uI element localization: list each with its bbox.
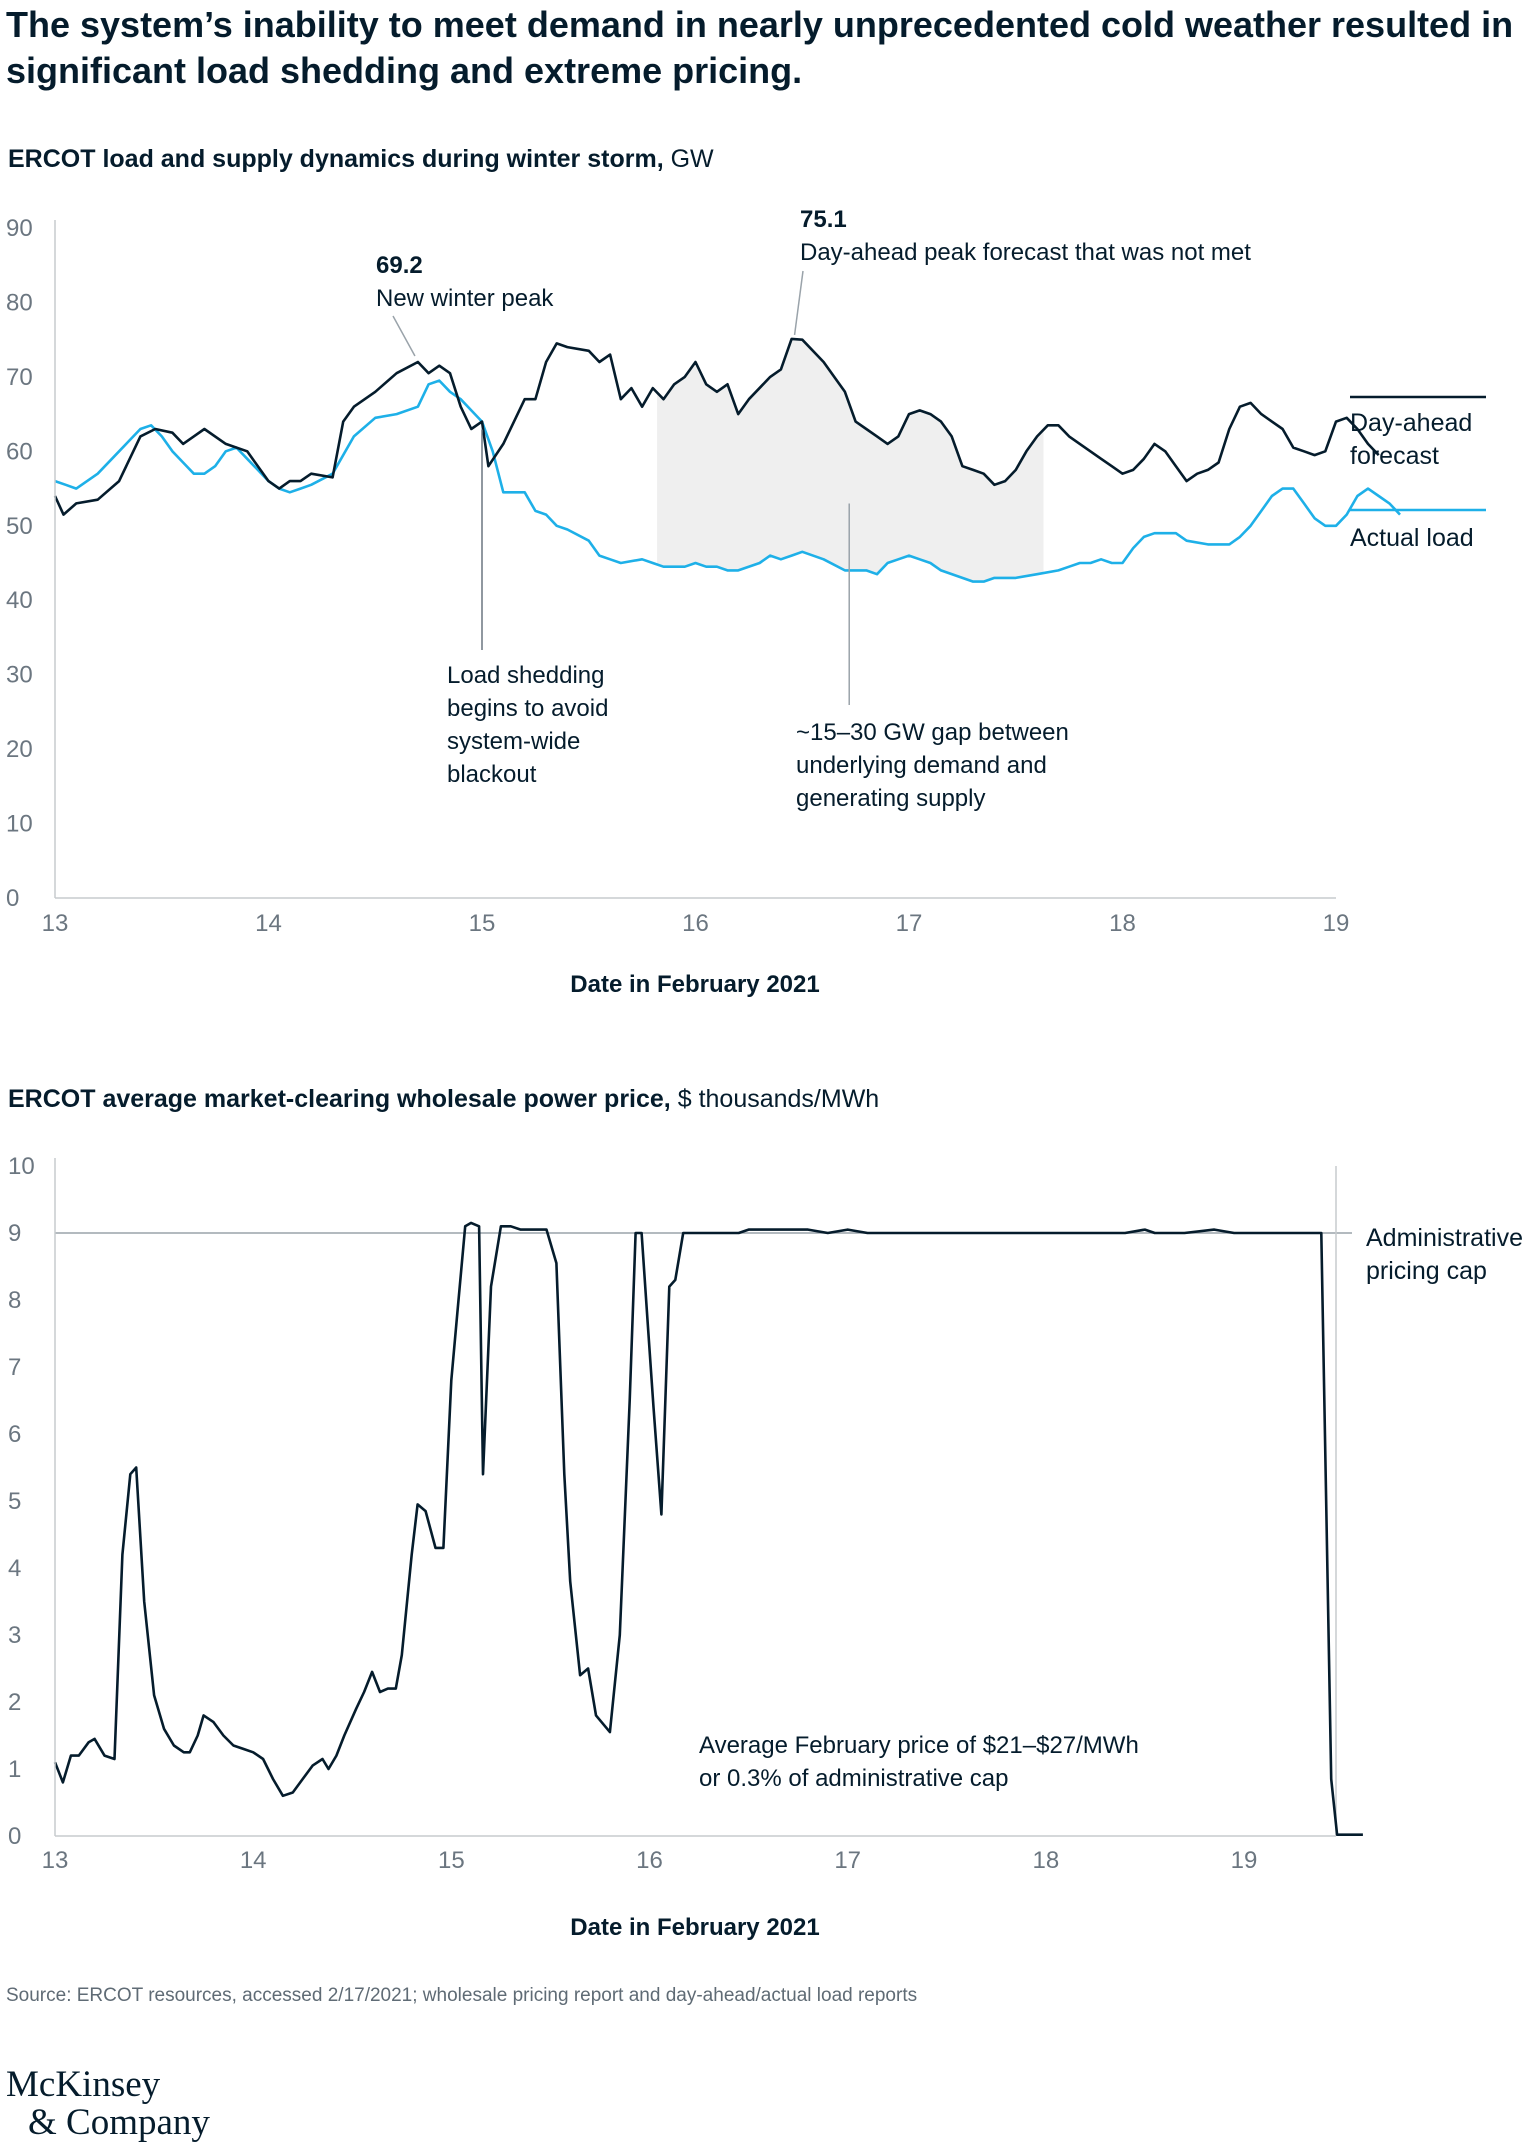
gap-region — [657, 338, 1044, 582]
chart-1-unit: GW — [670, 145, 714, 173]
chart-2-title: ERCOT average market-clearing wholesale … — [8, 1085, 879, 1114]
gap-label: ~15–30 GW gap between underlying demand … — [796, 719, 1076, 812]
source-note: Source: ERCOT resources, accessed 2/17/2… — [6, 1985, 918, 2006]
legend-forecast-label: Day-ahead forecast — [1350, 409, 1479, 470]
y-tick-label: 80 — [6, 289, 33, 316]
series-lines-layer — [53, 337, 1401, 583]
load-shedding-line-1: Load shedding — [447, 662, 604, 689]
legend: Day-ahead forecast Actual load — [1350, 395, 1486, 552]
logo-line-1: McKinsey — [6, 2064, 161, 2105]
headline: The system’s inability to meet demand in… — [6, 4, 1514, 91]
x-tick-label: 16 — [682, 910, 709, 937]
y-tick-label: 5 — [8, 1488, 21, 1515]
x-tick-label: 17 — [834, 1847, 861, 1874]
forecast-peak-annotation: 75.1 Day-ahead peak forecast that was no… — [793, 206, 1251, 336]
y-tick-label: 40 — [6, 587, 33, 614]
y-tick-label: 20 — [6, 736, 33, 763]
x-axis-title: Date in February 2021 — [570, 971, 819, 998]
y-tick-label: 10 — [8, 1153, 35, 1180]
load-shedding-line-4: blackout — [447, 761, 537, 788]
chart-2-unit: $ thousands/MWh — [677, 1085, 880, 1113]
y-tick-label: 60 — [6, 438, 33, 465]
pricing-cap-label: Administrative pricing cap — [1366, 1224, 1530, 1285]
pricing-cap-line-1: Administrative — [1366, 1224, 1523, 1252]
forecast-peak-leader — [793, 270, 804, 336]
x-tick-label: 19 — [1231, 1847, 1258, 1874]
x-tick-label: 18 — [1032, 1847, 1059, 1874]
winter-peak-leader — [392, 315, 416, 357]
y-tick-label: 0 — [8, 1823, 21, 1850]
legend-forecast-line-1: Day-ahead — [1350, 409, 1472, 437]
y-tick-label: 3 — [8, 1622, 21, 1649]
y-tick-label: 2 — [8, 1689, 21, 1716]
x-tick-label: 14 — [255, 910, 282, 937]
forecast-peak-label: Day-ahead peak forecast that was not met — [800, 239, 1251, 266]
x-tick-label: 15 — [469, 910, 496, 937]
x-tick-label: 17 — [896, 910, 923, 937]
x-tick-label: 15 — [438, 1847, 465, 1874]
y-tick-labels: 0 10 20 30 40 50 60 70 80 90 — [6, 215, 33, 912]
y-tick-label: 10 — [6, 811, 33, 838]
load-shedding-annotation: Load shedding begins to avoid system-wid… — [447, 429, 615, 788]
x-tick-label: 14 — [240, 1847, 267, 1874]
logo-line-2: & Company — [28, 2102, 210, 2143]
legend-actual-label: Actual load — [1350, 524, 1474, 552]
y-tick-label: 1 — [8, 1756, 21, 1783]
x-tick-label: 16 — [636, 1847, 663, 1874]
y-tick-label: 50 — [6, 513, 33, 540]
average-price-line-1: Average February price of $21–$27/MWh — [699, 1732, 1139, 1759]
gap-line-1: ~15–30 GW gap between — [796, 719, 1069, 746]
gap-line-2: underlying demand and — [796, 752, 1047, 779]
gap-annotation: ~15–30 GW gap between underlying demand … — [796, 503, 1076, 812]
y-tick-label: 9 — [8, 1220, 21, 1247]
winter-peak-value: 69.2 — [376, 252, 423, 279]
average-price-line-2: or 0.3% of administrative cap — [699, 1765, 1008, 1792]
wholesale-price-line — [53, 1221, 1363, 1836]
load-shedding-label: Load shedding begins to avoid system-wid… — [447, 662, 615, 788]
y-tick-label: 30 — [6, 662, 33, 689]
load-supply-chart: 0 10 20 30 40 50 60 70 80 90 13 14 15 16 17 18 19 Date … — [6, 206, 1486, 998]
chart-1-title: ERCOT load and supply dynamics during wi… — [8, 145, 714, 174]
legend-forecast-line-2: forecast — [1350, 442, 1439, 470]
y-tick-label: 7 — [8, 1354, 21, 1381]
x-tick-label: 13 — [42, 910, 69, 937]
winter-peak-annotation: 69.2 New winter peak — [376, 252, 554, 357]
y-tick-label: 4 — [8, 1555, 21, 1582]
forecast-peak-value: 75.1 — [800, 206, 847, 233]
load-shedding-line-3: system-wide — [447, 728, 580, 755]
day-ahead-forecast-line — [53, 337, 1380, 516]
y-tick-label: 8 — [8, 1287, 21, 1314]
y-tick-label: 0 — [6, 885, 19, 912]
chart-2-title-text: ERCOT average market-clearing wholesale … — [8, 1085, 671, 1113]
gap-line-3: generating supply — [796, 785, 985, 812]
winter-peak-label: New winter peak — [376, 285, 554, 312]
x-tick-label: 13 — [42, 1847, 69, 1874]
average-price-note: Average February price of $21–$27/MWh or… — [699, 1732, 1145, 1792]
gap-region-layer — [657, 338, 1044, 582]
x-tick-label: 19 — [1323, 910, 1350, 937]
x-tick-labels: 13 14 15 16 17 18 19 — [42, 910, 1350, 937]
x-tick-label: 18 — [1109, 910, 1136, 937]
x-axis-title: Date in February 2021 — [570, 1914, 819, 1941]
x-tick-labels: 13 14 15 16 17 18 19 — [42, 1847, 1258, 1874]
mckinsey-logo: McKinsey & Company — [6, 2066, 210, 2142]
y-tick-labels: 0 1 2 3 4 5 6 7 8 9 10 — [8, 1153, 35, 1850]
y-tick-label: 70 — [6, 364, 33, 391]
price-line-layer — [53, 1221, 1363, 1836]
pricing-cap-line-2: pricing cap — [1366, 1257, 1487, 1285]
chart-1-title-text: ERCOT load and supply dynamics during wi… — [8, 145, 664, 173]
y-tick-label: 6 — [8, 1421, 21, 1448]
y-tick-label: 90 — [6, 215, 33, 242]
price-chart: 0 1 2 3 4 5 6 7 8 9 10 13 14 15 16 17 18 19 Date in Febr… — [8, 1153, 1530, 1941]
load-shedding-line-2: begins to avoid — [447, 695, 608, 722]
